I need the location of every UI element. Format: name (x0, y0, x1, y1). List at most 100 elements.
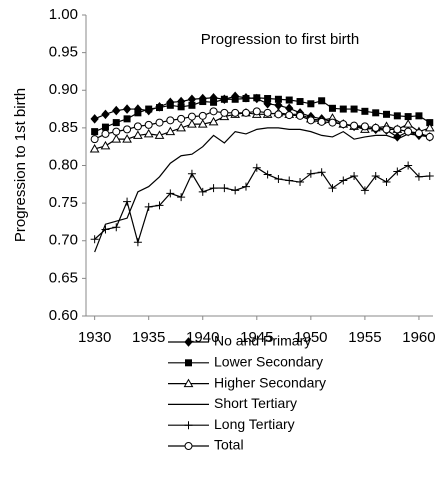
data-point (231, 95, 239, 103)
data-point (165, 126, 176, 136)
y-tick-label: 0.75 (49, 194, 78, 211)
data-point (209, 107, 218, 116)
data-point (318, 97, 326, 105)
data-point (155, 118, 164, 127)
data-point (307, 100, 315, 108)
data-point (101, 123, 109, 131)
data-point (263, 170, 272, 179)
data-point (90, 135, 99, 144)
data-point (188, 101, 196, 109)
data-point (177, 103, 185, 111)
data-point (371, 123, 380, 132)
data-point (339, 105, 347, 113)
data-point (339, 176, 348, 185)
data-point (154, 130, 165, 139)
data-point (403, 119, 413, 128)
data-point (371, 172, 380, 181)
data-point (112, 119, 120, 127)
y-tick-label: 0.90 (49, 81, 78, 98)
legend-label: Higher Secondary (214, 374, 326, 390)
data-point (166, 189, 175, 198)
data-point (209, 184, 218, 193)
data-point (220, 108, 229, 117)
y-axis-label: Progression to 1st birth (12, 88, 29, 242)
data-point (123, 115, 131, 123)
data-point (306, 169, 315, 178)
legend-marker (183, 378, 194, 388)
data-point (296, 178, 305, 187)
legend-label: Total (214, 437, 244, 453)
data-point (393, 112, 401, 120)
legend-marker (185, 359, 192, 367)
data-point (134, 109, 142, 117)
legend-label: Long Tertiary (214, 416, 295, 432)
data-point (111, 134, 122, 143)
data-point (177, 114, 186, 123)
data-point (263, 108, 272, 117)
data-point (122, 104, 132, 114)
data-point (210, 98, 218, 106)
y-tick-label: 1.00 (49, 6, 78, 23)
data-point (101, 225, 110, 234)
data-point (361, 107, 369, 115)
y-tick-label: 0.80 (49, 156, 78, 173)
data-point (253, 94, 261, 102)
data-point (187, 112, 196, 121)
data-point (199, 98, 207, 106)
data-point (425, 172, 434, 181)
data-point (328, 184, 337, 193)
data-point (382, 178, 391, 187)
data-point (220, 184, 229, 193)
data-point (112, 105, 121, 116)
data-point (296, 111, 305, 120)
data-point (285, 176, 294, 185)
data-point (317, 168, 326, 177)
data-point (156, 104, 164, 112)
data-point (382, 125, 391, 134)
y-tick-label: 0.60 (49, 307, 78, 324)
data-point (123, 125, 132, 134)
data-point (197, 119, 208, 128)
legend-label: No and Primary (214, 333, 311, 349)
data-point (414, 129, 423, 138)
legend-label: Lower Secondary (214, 354, 323, 370)
data-point (328, 118, 337, 127)
data-point (425, 132, 434, 141)
data-point (208, 116, 219, 126)
data-point (198, 111, 207, 120)
data-point (155, 201, 164, 210)
data-point (339, 120, 348, 129)
data-point (89, 143, 100, 153)
data-point (123, 197, 132, 206)
x-tick-label: 1935 (132, 329, 165, 346)
data-point (296, 98, 304, 106)
data-point (166, 116, 175, 125)
data-point (274, 175, 283, 184)
y-tick-label: 0.85 (49, 119, 78, 136)
data-point (372, 109, 380, 117)
data-point (122, 134, 132, 143)
data-point (252, 163, 261, 172)
series-line (94, 127, 430, 253)
data-point (90, 114, 99, 124)
data-point (383, 110, 391, 118)
data-point (187, 119, 197, 128)
data-point (133, 122, 142, 131)
data-point (100, 140, 111, 150)
x-tick-label: 1950 (294, 329, 327, 346)
data-point (242, 95, 250, 103)
data-point (424, 122, 435, 132)
data-point (404, 161, 413, 170)
data-point (220, 95, 228, 103)
data-point (274, 95, 282, 103)
data-point (285, 111, 294, 120)
legend-label: Short Tertiary (214, 395, 297, 411)
chart-title: Progression to first birth (201, 31, 359, 48)
data-point (414, 172, 423, 181)
data-point (144, 120, 153, 129)
legend-marker (184, 442, 193, 450)
data-point (198, 187, 207, 196)
data-point (252, 107, 261, 116)
y-tick-label: 0.65 (49, 269, 78, 286)
